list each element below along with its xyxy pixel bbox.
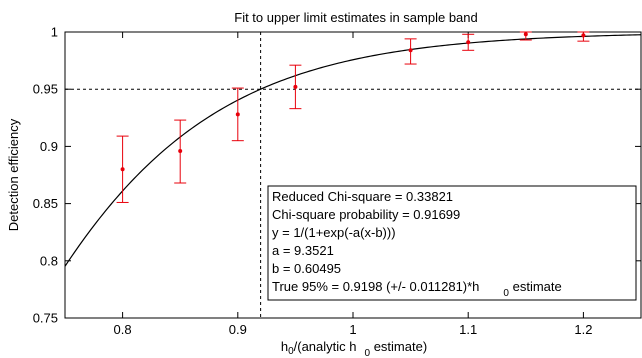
x-axis-label-sub1: 0 <box>288 346 294 357</box>
annotation-line: Chi-square probability = 0.91699 <box>272 207 460 222</box>
data-point <box>174 119 187 184</box>
x-axis-label-main: h <box>281 339 288 354</box>
data-point <box>116 135 129 203</box>
point-marker <box>178 148 183 153</box>
x-axis-label-sub2: 0 <box>365 348 371 358</box>
annotation-line: Reduced Chi-square = 0.33821 <box>272 189 453 204</box>
x-axis-label-mid: /(analytic h <box>294 339 357 354</box>
annotation-true95-sub: 0 <box>503 288 509 299</box>
x-tick-label: 0.8 <box>114 322 132 337</box>
reference-lines <box>65 32 641 318</box>
annotation-line-true95: True 95% = 0.9198 (+/- 0.011281)*h 0 esti… <box>272 279 562 299</box>
point-marker <box>581 33 586 38</box>
point-marker <box>120 167 125 172</box>
y-tick-label: 0.85 <box>33 196 58 211</box>
y-tick-label: 0.9 <box>40 139 58 154</box>
point-marker <box>235 112 240 117</box>
x-tick-label: 1.1 <box>459 322 477 337</box>
point-marker <box>523 32 528 37</box>
annotation-line: a = 9.3521 <box>272 243 334 258</box>
annotation-frame <box>267 185 637 301</box>
x-axis-label-tail: estimate) <box>370 339 427 354</box>
annotation-true95-tail: estimate <box>509 279 562 294</box>
x-tick-label: 1.2 <box>574 322 592 337</box>
data-point <box>462 33 475 51</box>
data-point <box>577 31 590 42</box>
y-tick-label: 0.75 <box>33 311 58 326</box>
y-tick-label: 0.8 <box>40 253 58 268</box>
annotation-true95-main: True 95% = 0.9198 (+/- 0.011281)*h <box>272 279 479 294</box>
annotation-line: y = 1/(1+exp(-a(x-b))) <box>272 225 396 240</box>
x-tick-label: 0.9 <box>229 322 247 337</box>
data-point <box>404 38 417 65</box>
fit-curve-group <box>64 34 642 267</box>
data-point <box>231 87 244 142</box>
annotation-box: Reduced Chi-square = 0.33821 Chi-square p… <box>267 185 637 301</box>
data-points-group <box>116 31 590 203</box>
point-marker <box>408 48 413 53</box>
annotation-line: b = 0.60495 <box>272 261 341 276</box>
y-axis-label: Detection efficiency <box>6 118 21 231</box>
fit-curve <box>64 34 642 267</box>
y-tick-label: 0.95 <box>33 82 58 97</box>
chart-title: Fit to upper limit estimates in sample b… <box>234 10 478 25</box>
y-tick-label: 1 <box>51 25 58 40</box>
point-marker <box>293 84 298 89</box>
data-point <box>289 64 302 110</box>
x-tick-label: 1 <box>349 322 356 337</box>
point-marker <box>466 40 471 45</box>
data-point <box>519 31 532 41</box>
